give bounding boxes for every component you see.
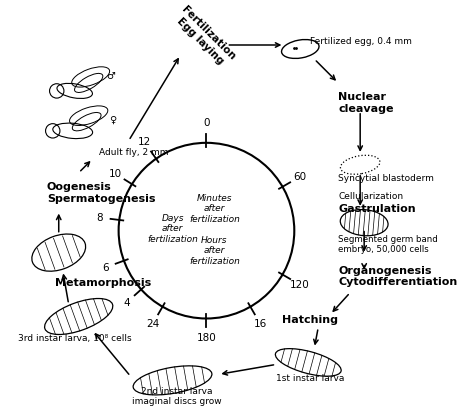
Text: Segmented germ band
embryo, 50,000 cells: Segmented germ band embryo, 50,000 cells (338, 235, 438, 254)
Text: ♀: ♀ (109, 115, 116, 125)
Text: Organogenesis
Cytodifferentiation: Organogenesis Cytodifferentiation (338, 266, 457, 287)
Text: Oogenesis
Spermatogenesis: Oogenesis Spermatogenesis (47, 182, 155, 204)
Text: 8: 8 (96, 212, 103, 222)
Text: ♂: ♂ (107, 71, 115, 81)
Text: 6: 6 (102, 263, 109, 272)
Text: 12: 12 (138, 137, 151, 147)
Text: 60: 60 (293, 172, 306, 182)
Text: Nuclear
cleavage: Nuclear cleavage (338, 92, 394, 114)
Text: 2nd instar larva
imaginal discs grow: 2nd instar larva imaginal discs grow (132, 387, 221, 406)
Text: 1st instar larva: 1st instar larva (276, 374, 345, 383)
Text: 180: 180 (197, 334, 216, 344)
Text: Hours
after
fertilization: Hours after fertilization (189, 236, 240, 266)
Text: Adult fly, 2 mm: Adult fly, 2 mm (99, 148, 168, 157)
Text: 16: 16 (254, 319, 267, 329)
Text: 4: 4 (123, 298, 130, 308)
Text: Fertilized egg, 0.4 mm: Fertilized egg, 0.4 mm (310, 36, 412, 46)
Text: Fertilization
Egg laying: Fertilization Egg laying (172, 4, 237, 70)
Text: 24: 24 (146, 319, 159, 329)
Text: Cellularization: Cellularization (338, 192, 403, 201)
Text: Hatching: Hatching (283, 316, 338, 326)
Text: Days
after
fertilization: Days after fertilization (147, 214, 198, 243)
Text: Minutes
after
fertilization: Minutes after fertilization (189, 194, 240, 224)
Text: 3rd instar larva, 10⁸ cells: 3rd instar larva, 10⁸ cells (18, 334, 131, 343)
Text: Syncytial blastoderm: Syncytial blastoderm (338, 174, 434, 183)
Text: Metamorphosis: Metamorphosis (55, 277, 151, 287)
Text: 0: 0 (203, 118, 210, 128)
Text: 10: 10 (109, 168, 122, 178)
Text: Gastrulation: Gastrulation (338, 204, 416, 214)
Text: 120: 120 (290, 279, 310, 290)
